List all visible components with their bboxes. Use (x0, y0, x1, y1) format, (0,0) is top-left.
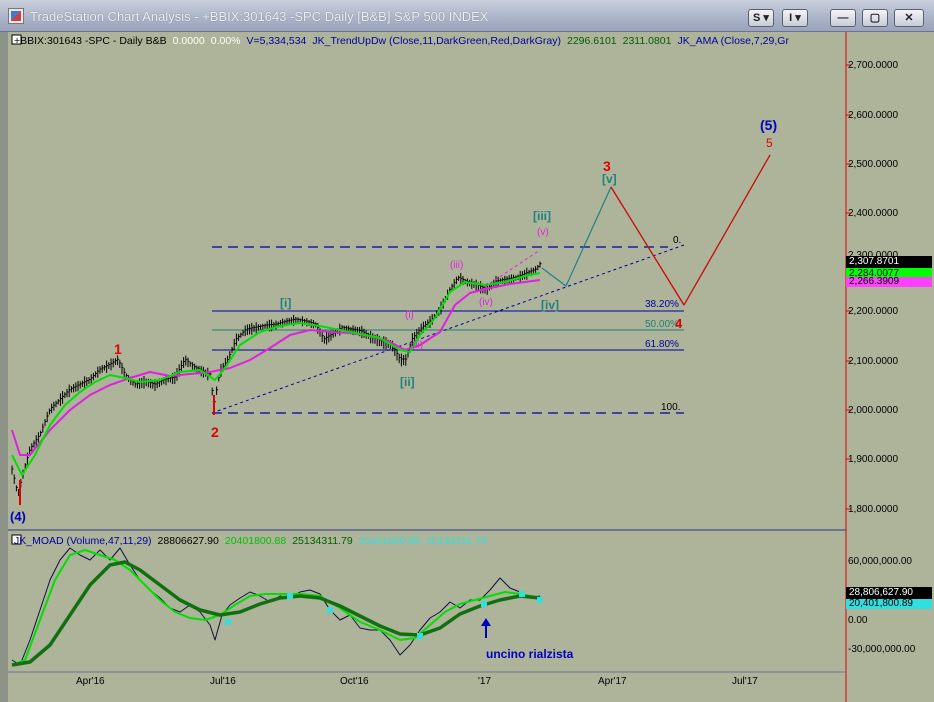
price-axis-label: 1,900.0000 (848, 454, 899, 465)
volume-fast-line (11, 549, 541, 666)
volume-pane-checkbox (11, 534, 22, 545)
title-bar[interactable]: TradeStation Chart Analysis - +BBIX:3016… (0, 0, 934, 32)
wave-1-label: 1 (114, 341, 122, 357)
x-axis-label: Jul'17 (732, 676, 758, 687)
change-value: 0.0000 (172, 35, 205, 47)
price-axis-label: 2,100.0000 (848, 356, 899, 367)
fib-zero-label: 0. (673, 235, 681, 246)
minimize-button[interactable]: — (830, 9, 856, 27)
wave-3-label: 3 (603, 158, 611, 174)
volume-marker (481, 601, 487, 607)
fib-618-label: 61.80% (645, 339, 679, 350)
price-axis-label: 2,700.0000 (848, 60, 899, 71)
wave-i-label: (i) (405, 310, 414, 321)
volume-marker (519, 591, 525, 597)
wave-ii-bracket-label: [ii] (400, 375, 415, 389)
projection-teal (541, 154, 771, 306)
uncino-arrow-head (481, 618, 491, 626)
wave-2-label: 2 (211, 424, 219, 440)
study1-label: JK_TrendUpDw (Close,11,DarkGreen,Red,Dar… (312, 35, 561, 47)
wave-4-label: 4 (675, 316, 683, 331)
price-pane-checkbox (11, 34, 22, 45)
volume-marker (225, 619, 231, 625)
wave-iv-bracket-label: [iv] (541, 298, 559, 312)
study1-value1: 2296.6101 (566, 35, 617, 47)
wave-v-label: (v) (537, 227, 549, 238)
volume-value3: 25134311.79 (292, 535, 353, 547)
trend-up-down-line (11, 272, 541, 476)
price-axis-label: 2,500.0000 (848, 159, 899, 170)
x-axis-label: Jul'16 (210, 676, 236, 687)
projection-red-a (610, 186, 685, 306)
price-axis-label: 2,400.0000 (848, 208, 899, 219)
wave-5-label: 5 (766, 136, 773, 150)
volume-marker (287, 593, 293, 599)
app-icon (8, 8, 24, 24)
wave-5-big-label: (5) (760, 117, 777, 133)
wave-i-bracket-label: [i] (280, 296, 291, 310)
window-title: TradeStation Chart Analysis - +BBIX:3016… (30, 9, 489, 24)
x-axis-label: Oct'16 (340, 676, 369, 687)
magenta-line-tag: 2,266.3909 (846, 277, 932, 287)
price-header: +BBIX:301643 -SPC - Daily B&B 0.0000 0.00%… (14, 35, 795, 47)
s-menu-button[interactable]: S ▾ (748, 9, 774, 27)
price-axis-label: 2,300.0000 (848, 250, 898, 261)
fib-500-label: 50.00% (645, 319, 679, 330)
volume-marker (537, 597, 543, 603)
volume-axis-label: 60,000,000.00 (848, 556, 912, 567)
price-axis-label: 1,800.0000 (848, 504, 899, 515)
volume-value4: 20401800.89 (358, 535, 421, 547)
volume-value5: 25134311.79 (426, 535, 487, 547)
volume-last-tag: 28,806,627.90 (846, 587, 932, 599)
volume-header: JK_MOAD (Volume,47,11,29) 28806627.90 2040… (14, 535, 493, 547)
ama-line (11, 279, 541, 456)
trend-line (211, 244, 685, 414)
study2-label: JK_AMA (Close,7,29,Gr (677, 35, 789, 47)
volume-study-label: JK_MOAD (Volume,47,11,29) (14, 535, 152, 547)
volume-axis-label: -30,000,000.00 (848, 644, 916, 655)
volume-value: V=5,334,534 (246, 35, 307, 47)
wave-ii-label: (ii) (412, 340, 423, 351)
price-axis-label: 2,600.0000 (848, 110, 899, 121)
uncino-annotation: uncino rialzista (486, 647, 574, 661)
volume-second-tag: 20,401,800.89 (846, 599, 932, 609)
wave-4-big-label: (4) (10, 509, 26, 524)
study1-value2: 2311.0801 (622, 35, 672, 47)
pct-value: 0.00% (210, 35, 241, 47)
volume-marker (417, 633, 423, 639)
i-menu-button[interactable]: I ▾ (782, 9, 808, 27)
volume-value1: 28806627.90 (157, 535, 219, 547)
price-axis-label: 2,000.0000 (848, 405, 899, 416)
maximize-button[interactable]: ▢ (862, 9, 888, 27)
price-axis-label: 2,200.0000 (848, 306, 899, 317)
wave-iii-label: (iii) (450, 260, 463, 271)
x-axis-label: '17 (478, 676, 492, 687)
wave-iii-bracket-label: [iii] (533, 209, 551, 223)
volume-raw-line (11, 547, 541, 666)
volume-marker (327, 607, 333, 613)
close-button[interactable]: ✕ (894, 9, 924, 27)
symbol-label: +BBIX:301643 -SPC - Daily B&B (14, 35, 167, 47)
fib-382-label: 38.20% (645, 299, 679, 310)
x-axis-label: Apr'16 (76, 676, 105, 687)
x-axis-label: Apr'17 (598, 676, 627, 687)
volume-value2: 20401800.88 (224, 535, 287, 547)
fib-100-label: 100. (661, 402, 680, 413)
last-price-tag: 2,307.8701 (846, 256, 932, 268)
chart-panel[interactable] (8, 32, 846, 702)
wave-iv-label: (iv) (479, 297, 493, 308)
volume-slow-line (11, 560, 541, 667)
volume-axis-label: 0.00 (848, 615, 868, 626)
wave-channel (479, 249, 541, 291)
projection-red-b (683, 154, 771, 306)
wave-v-bracket-label: [v] (602, 172, 617, 186)
